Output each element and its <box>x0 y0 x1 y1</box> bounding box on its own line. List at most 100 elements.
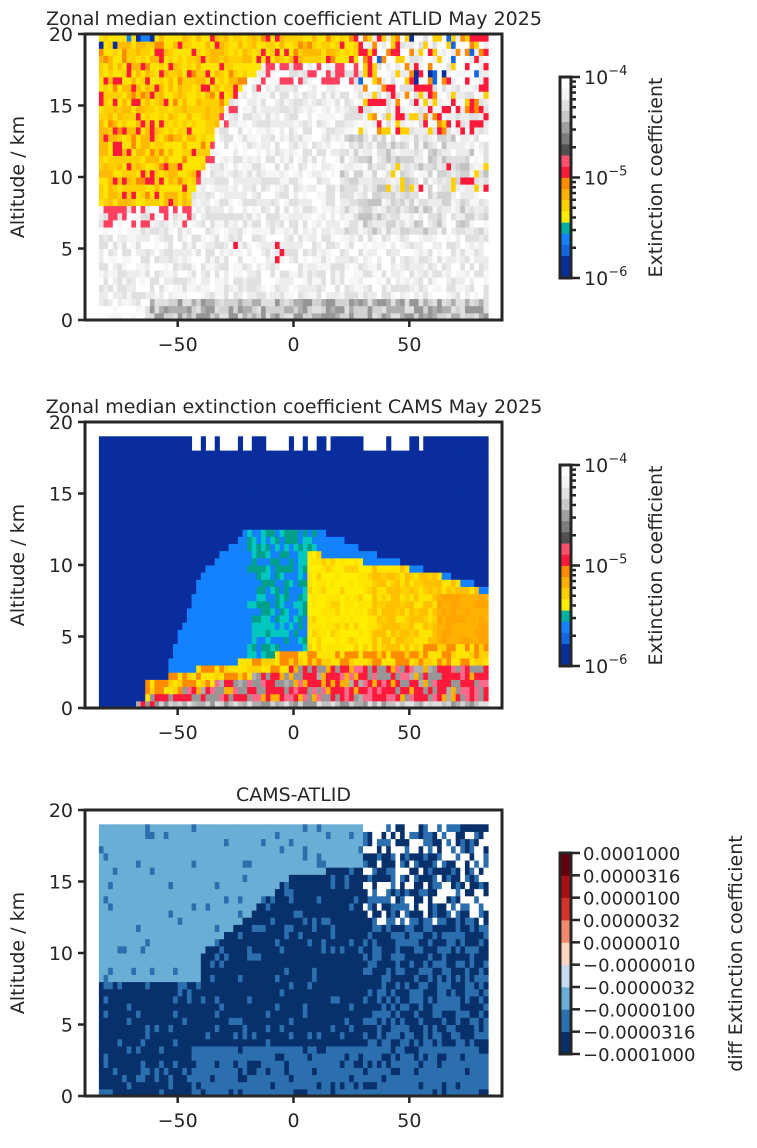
heatmap-cell <box>173 234 179 242</box>
heatmap-cell <box>302 141 308 149</box>
heatmap-cell <box>316 105 322 114</box>
heatmap-cell <box>288 543 294 552</box>
heatmap-cell <box>163 284 169 292</box>
heatmap-cell <box>251 622 257 630</box>
heatmap-cell <box>316 312 322 321</box>
heatmap-cell <box>372 84 378 92</box>
heatmap-cell <box>469 277 475 285</box>
heatmap-cell <box>200 298 206 307</box>
heatmap-cell <box>177 593 183 602</box>
heatmap-cell <box>191 679 197 688</box>
heatmap-cell <box>284 305 290 314</box>
heatmap-cell <box>423 248 429 257</box>
heatmap-cell <box>163 69 169 78</box>
heatmap-cell <box>149 126 155 135</box>
heatmap-cell <box>140 134 146 142</box>
heatmap-cell <box>196 91 202 99</box>
heatmap-cell <box>437 119 443 128</box>
heatmap-cell <box>122 248 128 257</box>
heatmap-cell <box>381 248 387 257</box>
heatmap-cell <box>117 55 123 64</box>
heatmap-cell <box>242 277 248 285</box>
heatmap-cell <box>390 91 396 99</box>
heatmap-cell <box>242 500 248 509</box>
heatmap-cell <box>353 126 359 135</box>
heatmap-cell <box>390 305 396 314</box>
heatmap-cell <box>367 169 373 178</box>
heatmap-cell <box>168 212 174 221</box>
heatmap-cell <box>279 119 285 128</box>
heatmap-cell <box>270 615 276 623</box>
heatmap-cell <box>168 629 174 637</box>
heatmap-cell <box>126 298 132 307</box>
heatmap-cell <box>427 126 433 135</box>
heatmap-cell <box>437 277 443 285</box>
heatmap-cell <box>103 550 109 559</box>
heatmap-cell <box>358 162 364 171</box>
heatmap-cell <box>242 84 248 92</box>
heatmap-cell <box>325 119 332 128</box>
heatmap-cell <box>205 184 211 192</box>
heatmap-cell <box>293 112 299 121</box>
heatmap-cell <box>270 450 276 459</box>
heatmap-cell <box>122 493 128 502</box>
heatmap-cell <box>186 155 193 164</box>
heatmap-cell <box>261 91 267 99</box>
heatmap-cell <box>145 600 151 609</box>
heatmap-cell <box>265 76 271 85</box>
heatmap-cell <box>219 184 225 192</box>
heatmap-cell <box>103 629 109 637</box>
heatmap-cell <box>210 586 216 595</box>
heatmap-cell <box>418 177 424 185</box>
heatmap-cell <box>126 436 132 444</box>
heatmap-cell <box>228 48 234 56</box>
heatmap-cell <box>363 155 369 164</box>
heatmap-cell <box>145 536 151 545</box>
heatmap-cell <box>200 312 206 321</box>
heatmap-cell <box>210 679 216 688</box>
heatmap-cell <box>261 84 267 92</box>
heatmap-cell <box>437 291 443 300</box>
heatmap-cell <box>131 543 137 552</box>
heatmap-cell <box>307 312 313 321</box>
heatmap-cell <box>298 98 304 106</box>
heatmap-cell <box>159 62 165 71</box>
heatmap-cell <box>112 255 118 264</box>
heatmap-cell <box>154 479 160 487</box>
heatmap-cell <box>182 586 188 595</box>
heatmap-cell <box>474 105 480 114</box>
heatmap-cell <box>339 41 345 49</box>
heatmap-cell <box>196 464 202 473</box>
heatmap-cell <box>367 177 373 185</box>
heatmap-cell <box>321 41 327 49</box>
heatmap-cell <box>358 255 364 264</box>
heatmap-cell <box>390 177 396 185</box>
heatmap-cell <box>247 191 253 199</box>
heatmap-cell <box>247 593 253 602</box>
heatmap-cell <box>191 479 197 487</box>
heatmap-cell <box>228 565 234 573</box>
heatmap-cell <box>191 305 197 314</box>
heatmap-cell <box>154 184 160 192</box>
heatmap-cell <box>293 98 299 106</box>
heatmap-cell <box>288 298 294 307</box>
heatmap-cell <box>316 305 322 314</box>
heatmap-cell <box>205 565 211 573</box>
heatmap-cell <box>247 665 253 673</box>
heatmap-cell <box>159 169 165 178</box>
heatmap-cell <box>228 76 234 85</box>
heatmap-cell <box>483 126 489 135</box>
heatmap-cell <box>117 62 123 71</box>
heatmap-cell <box>177 34 183 42</box>
heatmap-cell <box>126 579 132 587</box>
heatmap-cell <box>108 298 114 307</box>
heatmap-cell <box>233 679 239 688</box>
heatmap-cell <box>316 112 322 121</box>
heatmap-cell <box>112 514 118 523</box>
heatmap-cell <box>316 219 322 228</box>
heatmap-cell <box>112 700 118 709</box>
heatmap-cell <box>108 284 114 292</box>
heatmap-cell <box>427 148 433 157</box>
heatmap-cell <box>288 586 294 595</box>
heatmap-cell <box>214 529 220 537</box>
